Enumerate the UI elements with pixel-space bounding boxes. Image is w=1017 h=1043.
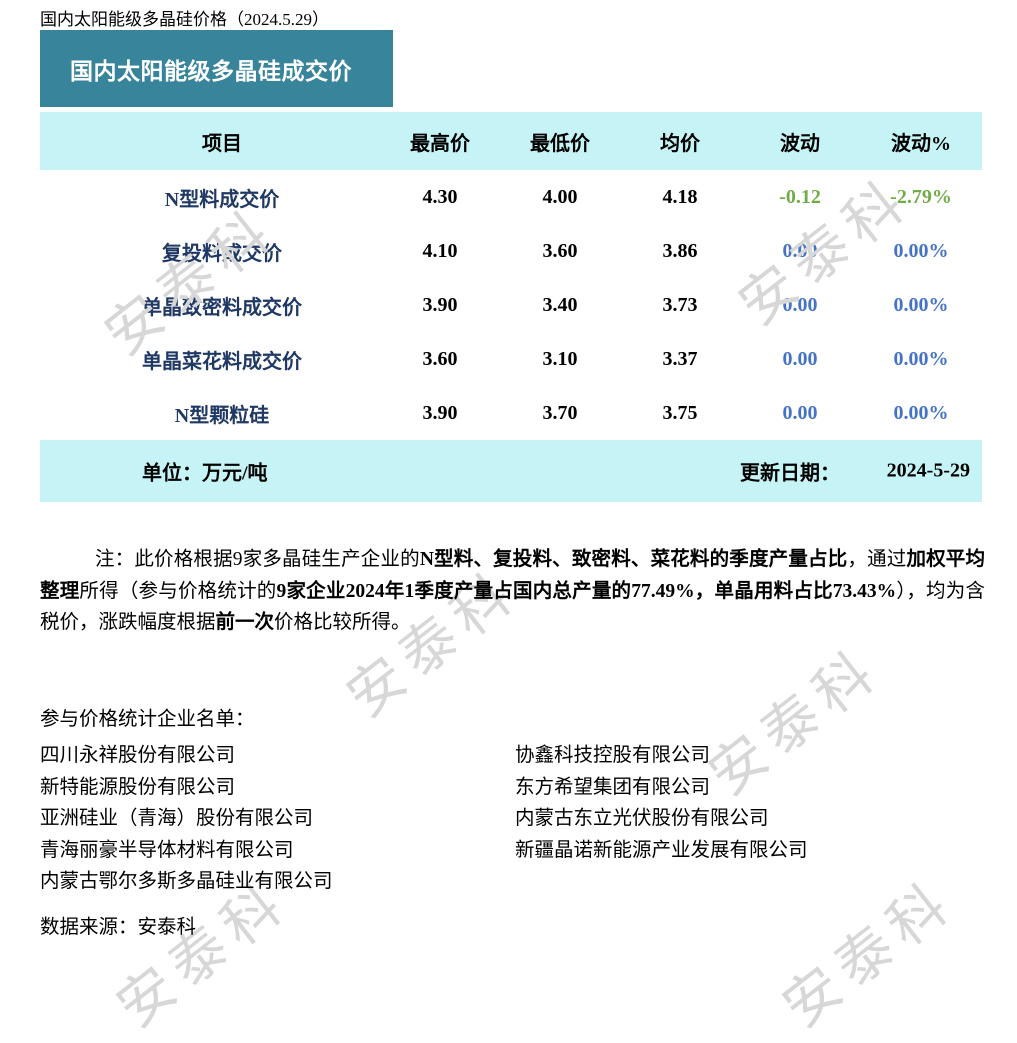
table-body: N型料成交价 4.30 4.00 4.18 -0.12 -2.79% 复投料成交价 4.10 3… bbox=[40, 170, 982, 440]
company-list-right: 协鑫科技控股有限公司 东方希望集团有限公司内蒙古东立光伏股份有限公司新疆晶诺新能源… bbox=[515, 740, 985, 898]
table-row: 复投料成交价 4.10 3.60 3.86 0.00 0.00% bbox=[40, 224, 982, 278]
company-list-section: 参与价格统计企业名单： 四川永祥股份有限公司 新特能源股份有限公司亚洲硅业（青海）… bbox=[40, 704, 985, 898]
note-bold-segment: 加权平均整理 bbox=[40, 549, 985, 602]
note-paragraph: 注：此价格根据9家多晶硅生产企业的N型料、复投料、致密料、菜花料的季度产量占比，… bbox=[40, 544, 985, 639]
note-segment: 注：此价格根据9家多晶硅生产企业的 bbox=[95, 549, 420, 570]
row-change-pct: 0.00% bbox=[893, 347, 949, 370]
table-header-row: 项目 最高价 最低价 均价 波动 波动% bbox=[40, 112, 982, 170]
company-name: 亚洲硅业（青海）股份有限公司 bbox=[40, 808, 314, 829]
row-low-value: 3.60 bbox=[542, 239, 578, 262]
update-date-label: 更新日期： bbox=[740, 462, 840, 485]
row-item-label: 单晶菜花料成交价 bbox=[142, 350, 302, 373]
row-high-value: 3.60 bbox=[422, 347, 458, 370]
table-row: N型料成交价 4.30 4.00 4.18 -0.12 -2.79% bbox=[40, 170, 982, 224]
company-list-columns: 四川永祥股份有限公司 新特能源股份有限公司亚洲硅业（青海）股份有限公司 青海丽豪半导… bbox=[40, 740, 985, 898]
unit-label: 单位：万元/吨 bbox=[142, 462, 268, 485]
company-name: 协鑫科技控股有限公司 bbox=[515, 745, 711, 766]
price-table: 项目 最高价 最低价 均价 波动 波动% N型料成交价 4.30 4.00 4.18 -0.12 -… bbox=[40, 112, 982, 502]
column-header-3: 均价 bbox=[660, 132, 700, 155]
note-bold-segment: N型料、复投料、致密料、菜花料的季度产量占比 bbox=[419, 549, 848, 570]
company-name: 新疆晶诺新能源产业发展有限公司 bbox=[515, 839, 808, 861]
row-change-pct: -2.79% bbox=[890, 185, 952, 208]
row-change-value: 0.00 bbox=[782, 347, 818, 370]
note-segment: 所得（参与价格统计的 bbox=[79, 580, 277, 602]
row-change-pct: 0.00% bbox=[893, 239, 949, 262]
table-row: 单晶致密料成交价 3.90 3.40 3.73 0.00 0.00% bbox=[40, 278, 982, 332]
table-row: 单晶菜花料成交价 3.60 3.10 3.37 0.00 0.00% bbox=[40, 332, 982, 386]
column-header-0: 项目 bbox=[202, 132, 242, 155]
row-high-value: 4.30 bbox=[422, 185, 458, 208]
row-change-pct: 0.00% bbox=[893, 293, 949, 316]
row-low-value: 3.10 bbox=[542, 347, 578, 370]
row-item-label: 复投料成交价 bbox=[162, 242, 282, 265]
column-header-1: 最高价 bbox=[410, 132, 470, 155]
row-high-value: 4.10 bbox=[422, 239, 458, 262]
row-item-label: N型料成交价 bbox=[164, 188, 280, 211]
row-low-value: 4.00 bbox=[542, 185, 578, 208]
company-name: 东方希望集团有限公司 bbox=[515, 776, 711, 798]
row-avg-value: 3.75 bbox=[662, 401, 698, 424]
note-segment: 价格比较所得。 bbox=[274, 612, 411, 633]
company-name: 青海丽豪半导体材料有限公司 bbox=[40, 839, 294, 861]
row-low-value: 3.70 bbox=[542, 401, 578, 424]
row-change-value: -0.12 bbox=[779, 185, 821, 208]
price-bulletin: 国内太阳能级多晶硅价格（2024.5.29） 国内太阳能级多晶硅成交价 项目 最高… bbox=[40, 10, 985, 1040]
company-name: 新特能源股份有限公司 bbox=[40, 776, 236, 798]
note-bold-segment: 9家企业2024年1季度产量占国内总产量的77.49%，单晶用料占比73.43% bbox=[276, 580, 897, 602]
row-change-pct: 0.00% bbox=[893, 401, 949, 424]
row-avg-value: 3.37 bbox=[662, 347, 698, 370]
table-footer-row: 单位：万元/吨 更新日期： 2024-5-29 bbox=[40, 440, 982, 502]
row-item-label: 单晶致密料成交价 bbox=[142, 296, 302, 319]
update-date-value: 2024-5-29 bbox=[886, 459, 970, 482]
row-avg-value: 3.86 bbox=[662, 239, 698, 262]
row-high-value: 3.90 bbox=[422, 293, 458, 316]
row-change-value: 0.00 bbox=[782, 401, 818, 424]
note-segment: ，通过 bbox=[847, 549, 907, 570]
page-title: 国内太阳能级多晶硅价格（2024.5.29） bbox=[40, 10, 329, 29]
note-segment: ），均为含税价，涨跌幅度根据 bbox=[40, 580, 985, 634]
company-list-left: 四川永祥股份有限公司 新特能源股份有限公司亚洲硅业（青海）股份有限公司 青海丽豪半导… bbox=[40, 740, 515, 898]
row-change-value: 0.00 bbox=[782, 239, 818, 262]
row-change-value: 0.00 bbox=[782, 293, 818, 316]
column-header-2: 最低价 bbox=[530, 132, 590, 155]
row-item-label: N型颗粒硅 bbox=[174, 404, 270, 427]
banner: 国内太阳能级多晶硅成交价 bbox=[40, 30, 393, 107]
company-name: 内蒙古东立光伏股份有限公司 bbox=[515, 808, 769, 829]
data-source: 数据来源：安泰科 bbox=[40, 917, 197, 938]
company-list-heading: 参与价格统计企业名单： bbox=[40, 709, 255, 730]
row-avg-value: 4.18 bbox=[662, 185, 698, 208]
company-name: 四川永祥股份有限公司 bbox=[40, 745, 236, 766]
column-header-4: 波动 bbox=[780, 132, 820, 155]
company-name: 内蒙古鄂尔多斯多晶硅业有限公司 bbox=[40, 871, 333, 892]
row-low-value: 3.40 bbox=[542, 293, 578, 316]
row-avg-value: 3.73 bbox=[662, 293, 698, 316]
banner-title: 国内太阳能级多晶硅成交价 bbox=[70, 58, 352, 84]
note-bold-segment: 前一次 bbox=[215, 612, 275, 633]
table-row: N型颗粒硅 3.90 3.70 3.75 0.00 0.00% bbox=[40, 386, 982, 440]
column-header-5: 波动% bbox=[891, 132, 951, 155]
row-high-value: 3.90 bbox=[422, 401, 458, 424]
